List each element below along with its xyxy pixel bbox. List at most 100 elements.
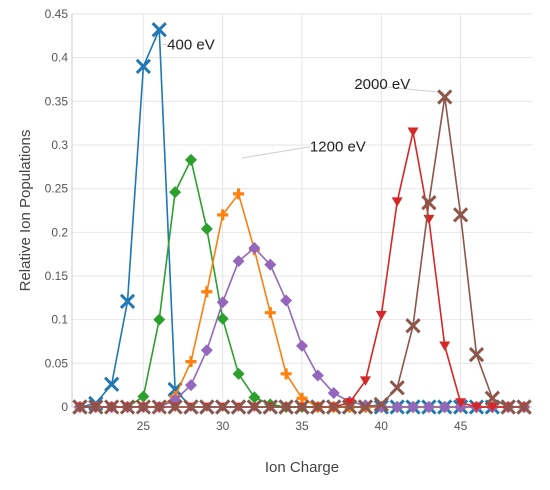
data-point-plus-marker [264,307,276,319]
data-point-diamond-marker [264,258,277,271]
data-point-x-marker [183,399,199,415]
data-point-plus-marker [280,368,292,380]
data-point-diamond-marker [248,391,261,404]
y-tick-label: 0 [61,400,68,414]
data-point-triangle-marker [455,398,467,408]
data-point-plus-marker [217,209,229,221]
data-point-diamond-marker [153,313,166,326]
data-point-plus-marker [185,356,197,368]
data-point-triangle-marker [470,402,482,412]
data-point-diamond-marker [232,255,245,268]
data-point-diamond-marker [137,390,150,403]
data-point-plus-marker [201,286,213,298]
data-point-x-marker [310,399,326,415]
x-tick-label: 35 [295,419,309,433]
data-point-diamond-marker [169,186,182,199]
data-point-x-marker [357,399,374,415]
x-tick-label: 45 [454,419,468,433]
data-point-triangle-marker [486,402,498,412]
y-tick-label: 0.4 [51,51,68,65]
data-point-x-marker [215,399,231,415]
data-point-triangle-marker [407,127,419,137]
annotation-label-0: 400 eV [167,37,215,54]
axes: 0 0.05 0.1 0.15 0.2 0.25 0.3 0.35 0.4 0.45 25 30 35 4… [45,7,532,433]
data-point-diamond-marker [216,296,229,309]
data-point-x-marker [452,207,469,223]
data-point-x-marker [135,399,152,415]
data-point-diamond-marker [296,339,308,352]
data-point-diamond-marker [200,222,213,235]
data-point-diamond-marker [311,369,324,382]
data-point-x-marker [167,381,183,398]
data-point-diamond-marker [184,153,197,166]
data-point-x-marker [500,399,516,415]
annotation-label-1: 2000 eV [354,76,410,93]
data-point-x-marker [167,399,183,415]
data-point-x-marker [262,399,278,415]
annotation-leader-1 [354,83,445,94]
data-point-x-marker [119,399,136,415]
data-point-x-marker [199,399,215,415]
y-tick-label: 0.2 [51,225,68,239]
data-point-diamond-marker [216,312,229,325]
data-point-triangle-marker [359,376,371,386]
data-point-x-marker [516,399,532,415]
y-tick-label: 0.3 [51,138,68,152]
data-point-diamond-marker [280,294,293,307]
data-point-x-marker [104,399,120,415]
data-point-triangle-marker [375,310,387,321]
annotation-leader-2 [241,146,311,159]
data-point-x-marker [246,399,263,415]
data-point-diamond-marker [248,242,261,255]
data-point-x-marker [230,399,247,415]
data-point-triangle-marker [423,214,435,225]
data-point-diamond-marker [184,379,197,392]
y-tick-label: 0.1 [51,313,68,327]
data-point-x-marker [373,396,389,413]
y-tick-label: 0.25 [45,182,69,196]
data-point-diamond-marker [407,401,420,413]
data-point-x-marker [151,399,167,415]
x-axis-title: Ion Charge [265,459,339,476]
data-point-x-marker [294,399,310,415]
data-point-x-marker [151,22,167,38]
data-point-plus-marker [296,392,308,404]
data-point-diamond-marker [375,401,388,413]
y-axis-title: Relative Ion Populations [17,130,34,292]
data-point-diamond-marker [391,401,404,413]
data-point-x-marker [389,380,405,396]
y-tick-label: 0.45 [45,7,69,21]
y-tick-label: 0.05 [45,356,69,370]
x-tick-label: 30 [216,419,230,433]
data-point-x-marker [484,390,500,406]
data-point-triangle-marker [391,197,403,207]
data-point-x-marker [468,346,485,363]
data-point-diamond-marker [327,387,340,400]
data-point-diamond-marker [422,401,435,413]
annotation-leaders [162,44,445,159]
data-point-x-marker [326,399,342,415]
series-5 [72,89,532,415]
data-point-x-marker [119,293,136,309]
data-point-diamond-marker [438,401,451,413]
data-point-x-marker [341,399,358,415]
data-point-diamond-marker [200,344,213,357]
data-point-x-marker [104,376,120,392]
data-point-diamond-marker [232,367,245,380]
data-point-plus-marker [233,188,245,200]
x-tick-label: 40 [375,419,389,433]
y-tick-label: 0.15 [45,269,69,283]
data-point-x-marker [88,399,104,415]
data-point-x-marker [135,58,152,75]
data-point-x-marker [278,399,294,415]
data-point-x-marker [421,195,437,211]
data-point-x-marker [437,89,453,105]
data-point-x-marker [405,318,421,334]
series-group [72,22,532,415]
data-point-triangle-marker [344,398,356,408]
annotation-labels: 400 eV 2000 eV 1200 eV [167,37,410,156]
x-tick-label: 25 [137,419,151,433]
annotation-label-2: 1200 eV [310,139,366,156]
